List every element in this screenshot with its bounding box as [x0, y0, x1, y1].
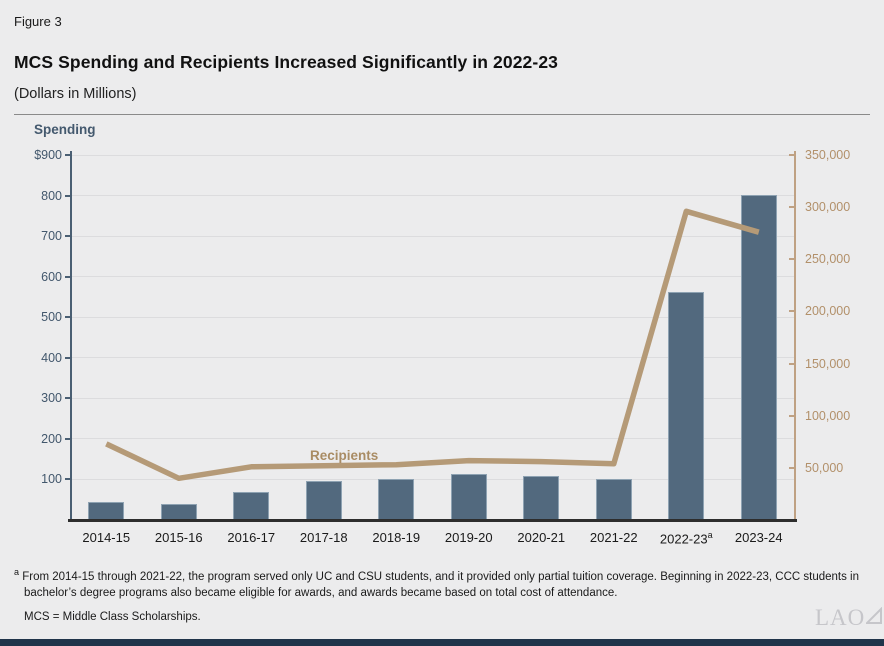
- x-axis-label-2023-24: 2023-24: [734, 530, 783, 545]
- left-axis-line: [70, 151, 72, 521]
- footnote: a From 2014-15 through 2021-22, the prog…: [14, 566, 872, 601]
- x-axis-label-2022-23: 2022-23a: [659, 530, 713, 547]
- x-axis-line: [68, 519, 797, 522]
- left-axis-tick: [65, 275, 70, 278]
- bar-2021-22: [595, 478, 632, 520]
- right-axis-tick: [789, 258, 794, 261]
- bar-2014-15: [88, 501, 125, 520]
- figure-subtitle: (Dollars in Millions): [14, 86, 137, 102]
- left-axis-tick: [65, 478, 70, 481]
- left-axis-tick: [65, 194, 70, 197]
- right-axis-tick-label: 250,000: [805, 252, 851, 267]
- right-axis-tick: [789, 414, 794, 417]
- left-axis-tick: [65, 397, 70, 400]
- bar-2019-20: [450, 474, 487, 520]
- bar-2018-19: [378, 478, 415, 520]
- right-axis-tick-label: 200,000: [805, 304, 851, 319]
- left-axis-title: Spending: [34, 122, 96, 137]
- right-axis-tick-label: 350,000: [805, 148, 851, 162]
- grid-line: [70, 154, 795, 156]
- x-axis-label-2020-21: 2020-21: [517, 530, 566, 545]
- right-axis-line: [794, 151, 796, 521]
- bar-2020-21: [523, 476, 560, 520]
- grid-line: [70, 235, 795, 237]
- right-axis-tick: [789, 154, 794, 156]
- right-axis-tick: [789, 310, 794, 313]
- left-axis-tick-label: $900: [34, 148, 62, 162]
- bottom-accent-bar: [0, 639, 884, 646]
- left-axis-tick-label: 500: [41, 310, 62, 325]
- left-axis-tick-label: 300: [41, 391, 62, 406]
- lao-logo: LAO: [815, 605, 883, 631]
- bar-2017-18: [305, 480, 342, 520]
- left-axis-tick-label: 400: [41, 350, 62, 365]
- left-axis-tick-label: 800: [41, 188, 62, 203]
- left-axis-tick: [65, 235, 70, 238]
- abbreviation-note: MCS = Middle Class Scholarships.: [24, 611, 201, 623]
- left-axis-tick-label: 200: [41, 431, 62, 446]
- footnote-marker: a: [14, 567, 20, 577]
- lao-logo-text: LAO: [815, 605, 866, 630]
- x-axis-label-2018-19: 2018-19: [372, 530, 421, 545]
- x-axis-label-2019-20: 2019-20: [444, 530, 493, 545]
- left-axis-tick: [65, 316, 70, 319]
- x-axis-label-2015-16: 2015-16: [154, 530, 203, 545]
- right-axis-tick: [789, 362, 794, 365]
- grid-line: [70, 195, 795, 197]
- x-axis-label-2016-17: 2016-17: [227, 530, 276, 545]
- right-axis-tick-label: 300,000: [805, 200, 851, 215]
- recipients-series-label: Recipients: [310, 448, 379, 463]
- figure-title: MCS Spending and Recipients Increased Si…: [14, 52, 558, 72]
- figure-number: Figure 3: [14, 14, 62, 29]
- lao-lectern-icon: [864, 605, 883, 631]
- bar-2015-16: [160, 503, 197, 520]
- x-label-footnote-marker: a: [707, 530, 713, 540]
- bar-2016-17: [233, 492, 270, 520]
- footnote-text: From 2014-15 through 2021-22, the progra…: [22, 570, 860, 599]
- left-axis-tick-label: 700: [41, 229, 62, 244]
- right-axis-tick-label: 150,000: [805, 356, 851, 371]
- x-axis-label-2014-15: 2014-15: [82, 530, 131, 545]
- right-axis-tick: [789, 206, 794, 209]
- right-axis-tick: [789, 466, 794, 469]
- x-axis-label-2021-22: 2021-22: [589, 530, 638, 545]
- left-axis-tick: [65, 437, 70, 440]
- left-axis-tick: [65, 356, 70, 359]
- grid-line: [70, 276, 795, 278]
- x-axis-label-2017-18: 2017-18: [299, 530, 348, 545]
- left-axis-tick-label: 100: [41, 472, 62, 487]
- bar-2023-24: [740, 195, 777, 520]
- right-axis-tick-label: 50,000: [805, 460, 844, 475]
- left-axis-tick: [65, 154, 70, 156]
- right-axis-tick-label: 100,000: [805, 408, 851, 423]
- left-axis-tick-label: 600: [41, 269, 62, 284]
- header-rule: [14, 114, 870, 115]
- bar-2022-23: [668, 291, 705, 520]
